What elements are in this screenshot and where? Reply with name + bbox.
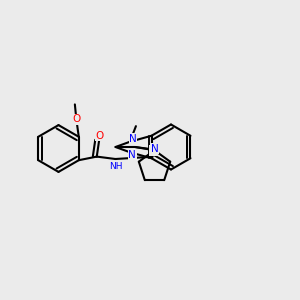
Text: N: N xyxy=(151,144,159,154)
Text: N: N xyxy=(129,134,137,144)
Text: N: N xyxy=(150,146,158,156)
Text: O: O xyxy=(95,131,104,141)
Text: N: N xyxy=(128,150,136,160)
Text: NH: NH xyxy=(109,162,123,171)
Text: O: O xyxy=(72,114,80,124)
